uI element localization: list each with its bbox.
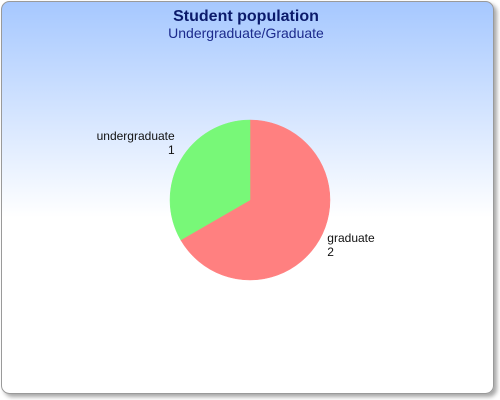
slice-label-graduate: graduate <box>327 231 375 245</box>
slice-value-undergraduate: 1 <box>168 143 175 157</box>
pie-slice-undergraduate <box>169 119 251 241</box>
pie-slices <box>169 119 331 281</box>
chart-title: Student population <box>173 8 319 25</box>
chart-subtitle: Undergraduate/Graduate <box>168 25 324 41</box>
slice-label-undergraduate: undergraduate <box>97 129 175 143</box>
slice-value-graduate: 2 <box>327 245 334 259</box>
pie-slice-graduate <box>180 119 331 281</box>
